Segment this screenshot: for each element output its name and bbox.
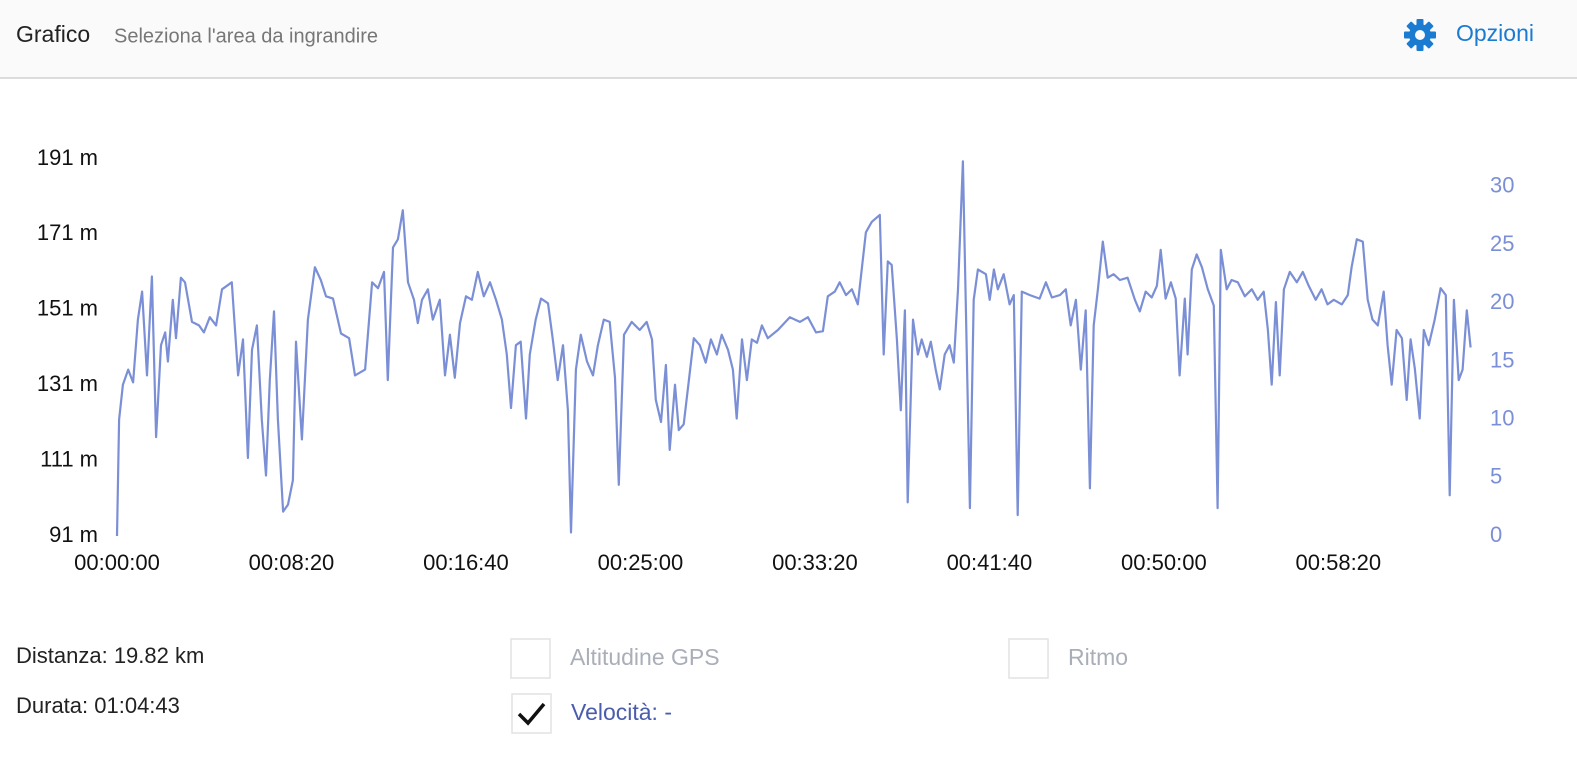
y2-tick-label: 0 [1490,522,1502,547]
stat-text: Distanza: 19.82 km [16,643,204,668]
y2-tick-label: 30 [1490,173,1514,198]
toggle-label[interactable]: Altitudine GPS [570,644,720,670]
y-tick-label: 91 m [49,522,98,547]
x-tick-label: 00:41:40 [947,550,1033,575]
x-tick-label: 00:25:00 [598,550,684,575]
x-tick-label: 00:16:40 [423,550,509,575]
speed-line [115,160,1472,537]
y-tick-label: 111 m [40,446,98,471]
chart: 91 m 111 m 131 m 151 m 171 m 191 m 0 5 10 15 20 25 3… [37,145,1515,575]
y2-tick-label: 20 [1490,289,1514,314]
toggle-label[interactable]: Ritmo [1068,644,1128,670]
checkmark[interactable] [517,702,546,726]
checkbox[interactable] [511,693,552,734]
stat-text: Durata: 01:04:43 [16,693,180,718]
x-tick-label: 00:50:00 [1121,550,1207,575]
options-button[interactable]: Opzioni [1456,20,1534,46]
x-tick-label: 00:00:00 [74,550,160,575]
header-title: Grafico [16,21,90,47]
x-tick-label: 00:08:20 [249,550,335,575]
gear-icon[interactable] [1404,19,1436,51]
y2-tick-label: 15 [1490,347,1514,372]
gear-hole[interactable] [1415,30,1425,40]
toggle-label[interactable]: Velocità: - [571,699,672,725]
y-tick-label: 171 m [37,220,98,245]
x-tick-label: 00:33:20 [772,550,858,575]
y-tick-label: 191 m [37,145,98,170]
checkbox[interactable] [1008,638,1049,679]
y-tick-label: 131 m [37,371,98,396]
x-tick-label: 00:58:20 [1296,550,1382,575]
y2-tick-label: 25 [1490,231,1514,256]
header-bar [0,0,1577,78]
bottom-panel: Distanza: 19.82 km Durata: 01:04:43 Altitu… [16,638,1128,734]
header-subtitle: Seleziona l'area da ingrandire [114,25,378,47]
y2-tick-label: 10 [1490,405,1514,430]
checkbox[interactable] [510,638,551,679]
y-tick-label: 151 m [37,296,98,321]
y2-tick-label: 5 [1490,464,1502,489]
